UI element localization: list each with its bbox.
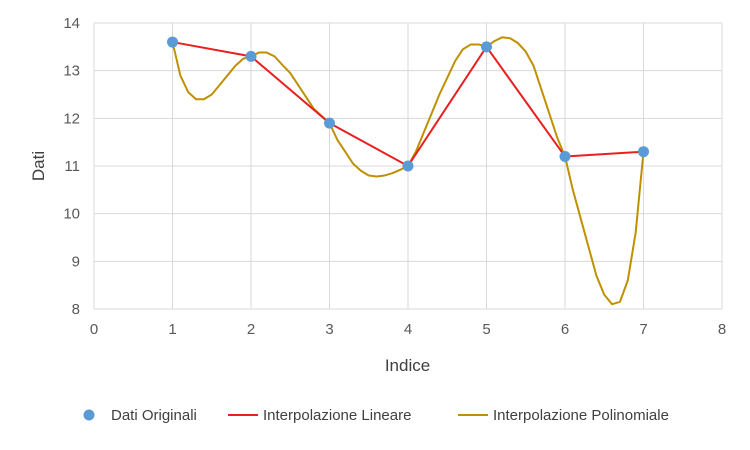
x-tick-label: 1 — [168, 321, 176, 338]
x-tick-label: 5 — [482, 321, 490, 338]
x-axis-title: Indice — [385, 356, 430, 375]
data-point — [559, 150, 571, 162]
y-tick-label: 10 — [63, 206, 80, 223]
x-tick-label: 3 — [325, 321, 333, 338]
y-tick-label: 13 — [63, 63, 80, 80]
data-point — [167, 36, 178, 48]
gridlines — [93, 22, 723, 310]
x-tick-label: 7 — [639, 321, 647, 338]
data-point — [324, 117, 335, 129]
data-point — [402, 160, 414, 172]
legend: Dati Originali Interpolazione Lineare Inte… — [83, 407, 669, 424]
x-tick-label: 6 — [561, 321, 569, 338]
x-tick-label: 2 — [247, 321, 255, 338]
x-tick-label: 8 — [718, 321, 726, 338]
legend-label: Interpolazione Lineare — [263, 407, 411, 424]
data-point — [481, 41, 492, 53]
x-tick-label: 4 — [404, 321, 412, 338]
legend-item: Dati Originali — [83, 407, 197, 424]
x-tick-label: 0 — [90, 321, 98, 338]
legend-marker-icon — [83, 409, 95, 421]
legend-item: Interpolazione Lineare — [228, 407, 411, 424]
legend-label: Dati Originali — [111, 407, 197, 424]
y-axis-title: Dati — [29, 151, 48, 181]
data-point — [638, 146, 649, 158]
legend-item: Interpolazione Polinomiale — [458, 407, 669, 424]
y-tick-label: 14 — [63, 15, 80, 32]
data-markers — [167, 36, 649, 172]
legend-label: Interpolazione Polinomiale — [493, 407, 669, 424]
data-point — [245, 50, 257, 62]
y-tick-label: 8 — [72, 301, 80, 318]
y-tick-label: 12 — [63, 110, 80, 127]
y-tick-label: 11 — [64, 158, 80, 175]
y-tick-label: 9 — [72, 253, 80, 270]
